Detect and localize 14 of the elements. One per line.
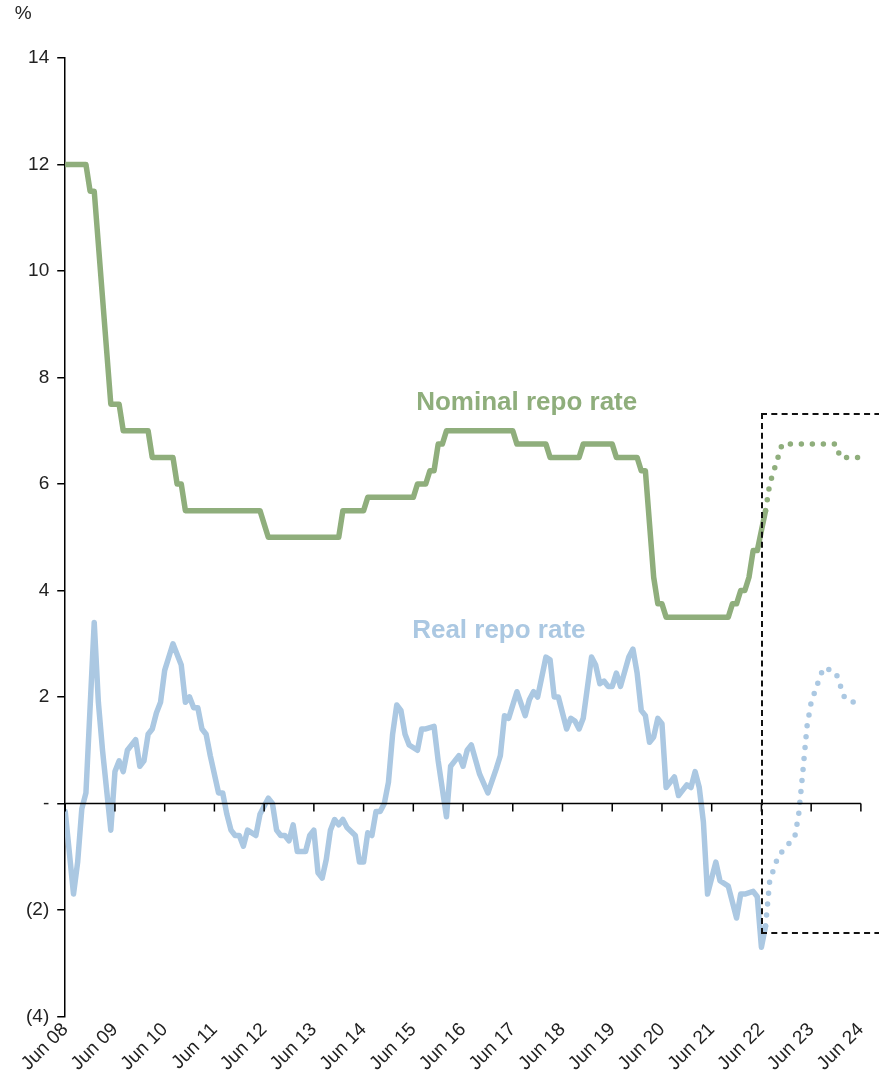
y-tick-label: 6 [38, 472, 50, 494]
y-tick-label: 2 [38, 685, 50, 707]
y-tick-label: (4) [25, 1004, 50, 1026]
y-tick-label: 4 [38, 578, 50, 600]
y-tick-label: 8 [38, 365, 50, 387]
y-tick-label: (2) [25, 898, 50, 920]
x-tick-label: Jun 24 [812, 1017, 868, 1074]
series-label: Nominal repo rate [416, 386, 638, 417]
y-tick-label: 14 [28, 46, 50, 68]
y-axis-title: % [14, 2, 32, 24]
y-tick-label: - [42, 791, 50, 813]
series-label: Real repo rate [412, 614, 586, 645]
y-tick-label: 12 [28, 152, 50, 174]
y-tick-label: 10 [28, 259, 50, 281]
